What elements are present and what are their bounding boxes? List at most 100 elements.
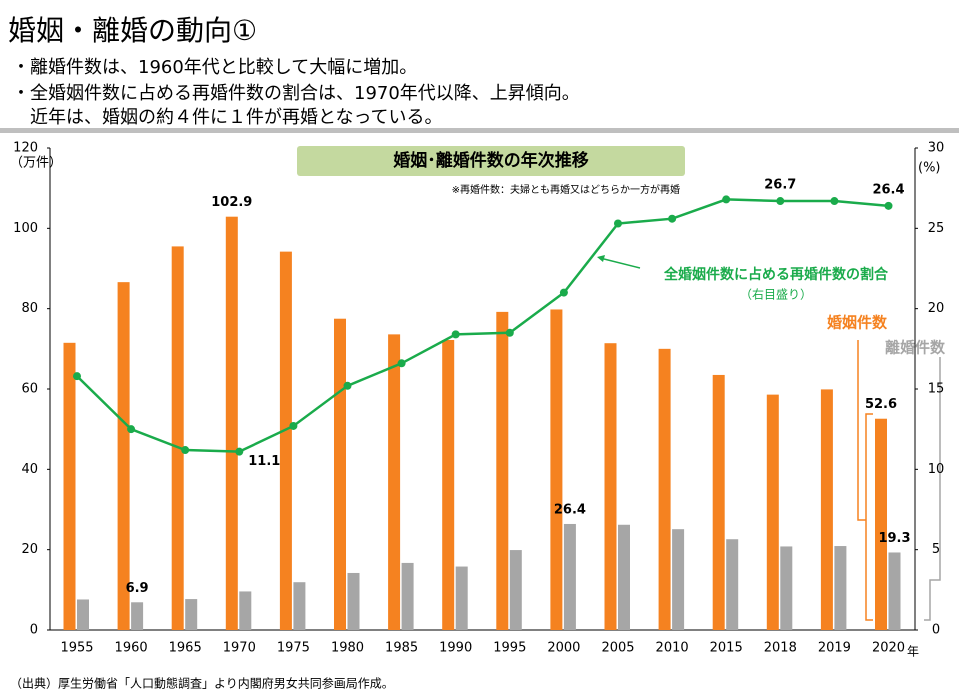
bar — [766, 394, 779, 630]
y-axis-label: （万件） — [10, 156, 62, 171]
bar — [834, 546, 847, 630]
point — [181, 446, 190, 455]
x-tick-label: 2010 — [656, 641, 689, 656]
bullet: ・離婚件数は、1960年代と比較して大幅に増加。 — [12, 57, 417, 78]
bar — [388, 334, 401, 630]
bar — [820, 389, 833, 630]
bar — [888, 552, 901, 630]
x-tick-label: 2019 — [818, 641, 851, 656]
bar — [185, 599, 198, 630]
chart-title-box — [297, 146, 685, 176]
legend-label: 全婚姻件数に占める再婚件数の割合 — [663, 266, 889, 283]
y2-tick-label: 15 — [928, 382, 945, 397]
bullet: ・全婚姻件数に占める再婚件数の割合は、1970年代以降、上昇傾向。 — [12, 83, 580, 104]
bar — [239, 591, 252, 630]
y2-axis-label: (%) — [918, 161, 941, 176]
bar — [77, 599, 89, 630]
point — [830, 197, 839, 206]
point — [559, 288, 568, 297]
legend-label: 離婚件数 — [885, 339, 946, 357]
point — [127, 425, 136, 434]
bar — [672, 529, 685, 630]
bar — [875, 418, 887, 630]
bar — [550, 309, 563, 630]
bar — [455, 566, 468, 630]
divider — [0, 128, 959, 133]
data-label: 26.4 — [554, 502, 586, 517]
bar — [117, 282, 130, 630]
bar — [496, 311, 509, 630]
data-label: 11.1 — [248, 454, 280, 469]
bullet: 近年は、婚姻の約４件に１件が再婚となっている。 — [30, 107, 443, 128]
point — [235, 447, 244, 456]
point — [73, 372, 81, 381]
x-tick-label: 1985 — [385, 641, 418, 656]
x-tick-label: 1975 — [277, 641, 310, 656]
x-tick-label: 1955 — [60, 641, 93, 656]
y-tick-label: 20 — [21, 542, 38, 557]
note: ※再婚件数：夫婦とも再婚又はどちらか一方が再婚 — [452, 183, 680, 196]
y2-tick-label: 30 — [928, 141, 945, 156]
bar — [442, 339, 455, 630]
data-label: 6.9 — [126, 581, 149, 596]
bar — [658, 348, 671, 630]
bar — [293, 582, 306, 630]
bar — [131, 602, 144, 630]
chart-title: 婚姻･離婚件数の年次推移 — [393, 150, 589, 171]
y-tick-label: 120 — [13, 141, 38, 156]
y2-tick-label: 10 — [928, 462, 945, 477]
bar — [279, 251, 292, 630]
point — [614, 219, 622, 228]
y-tick-label: 40 — [21, 462, 38, 477]
point — [343, 381, 352, 390]
data-label: 26.7 — [764, 178, 796, 193]
bar — [401, 562, 414, 630]
x-tick-label: 2000 — [547, 641, 580, 656]
x-tick-label: 1995 — [493, 641, 526, 656]
y-tick-label: 100 — [13, 221, 38, 236]
y-tick-label: 80 — [21, 301, 38, 316]
y2-tick-label: 5 — [932, 542, 940, 557]
x-tick-label: 1970 — [223, 641, 256, 656]
bar — [618, 524, 630, 630]
x-tick-label: 1990 — [439, 641, 472, 656]
x-tick-label: 2005 — [601, 641, 634, 656]
y2-tick-label: 0 — [932, 623, 940, 638]
y2-tick-label: 20 — [928, 301, 945, 316]
point — [397, 359, 406, 368]
data-label: 52.6 — [865, 397, 897, 412]
bar — [780, 546, 793, 630]
bracket — [857, 340, 866, 521]
x-axis-label: 年 — [907, 645, 919, 659]
x-tick-label: 2015 — [710, 641, 743, 656]
arrow-head — [597, 255, 605, 262]
arrow — [599, 257, 641, 269]
bar — [63, 342, 76, 630]
bar — [509, 550, 522, 630]
x-tick-label: 1965 — [169, 641, 202, 656]
x-tick-label: 1980 — [331, 641, 364, 656]
point — [289, 421, 298, 430]
bar — [347, 572, 360, 630]
bar — [712, 374, 725, 630]
bar — [171, 246, 184, 631]
data-label: 19.3 — [878, 531, 910, 546]
point — [722, 195, 731, 204]
line — [76, 198, 889, 453]
bar — [604, 343, 617, 630]
y-tick-label: 60 — [21, 382, 38, 397]
point — [884, 201, 893, 210]
bar — [726, 539, 739, 630]
x-tick-label: 2020 — [872, 641, 905, 656]
slide-title: 婚姻・離婚の動向① — [8, 14, 257, 47]
point — [451, 330, 460, 339]
y-tick-label: 0 — [30, 623, 38, 638]
annotation: （右目盛り） — [740, 287, 812, 302]
plot: 0 20 40 60 80 100 120 0 5 10 15 20 25 30 1955 1960 1965 1… — [13, 141, 946, 656]
data-label: 102.9 — [211, 195, 252, 210]
bar — [225, 216, 238, 630]
point — [505, 328, 514, 337]
data-label: 26.4 — [872, 182, 904, 197]
x-tick-label: 2018 — [764, 641, 797, 656]
